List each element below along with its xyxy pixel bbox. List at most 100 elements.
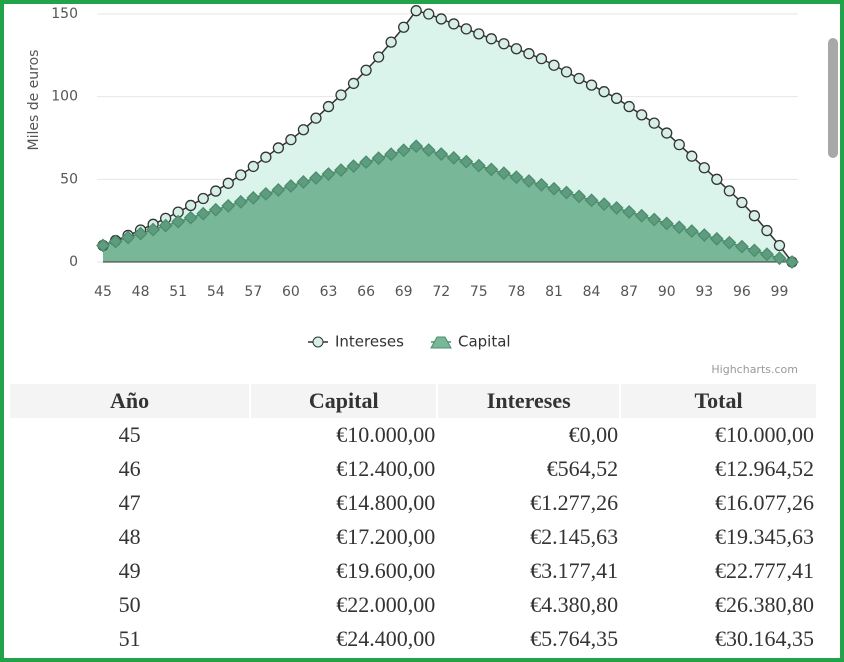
table-cell: €12.400,00 bbox=[336, 456, 436, 481]
marker bbox=[723, 185, 736, 197]
marker bbox=[258, 186, 273, 201]
marker bbox=[684, 224, 699, 239]
table-cell: €17.200,00 bbox=[336, 524, 436, 549]
marker bbox=[260, 151, 272, 163]
marker bbox=[761, 224, 773, 237]
marker bbox=[598, 86, 610, 98]
marker bbox=[522, 174, 536, 188]
marker bbox=[496, 166, 511, 181]
credits[interactable]: Highcharts.com bbox=[711, 363, 798, 376]
chart: Miles de euros Highcharts.com 0 50 100 150 4… bbox=[26, 5, 799, 376]
marker bbox=[146, 222, 161, 237]
marker bbox=[197, 192, 209, 205]
marker bbox=[372, 51, 385, 63]
legend-symbol bbox=[312, 336, 324, 348]
marker bbox=[548, 59, 560, 71]
marker bbox=[96, 238, 110, 253]
marker bbox=[108, 234, 123, 249]
marker bbox=[747, 243, 762, 258]
table-cell: 49 bbox=[118, 558, 141, 583]
scrollbar[interactable] bbox=[828, 38, 838, 158]
marker bbox=[711, 173, 723, 185]
marker bbox=[736, 196, 748, 209]
marker bbox=[509, 170, 524, 185]
marker bbox=[385, 36, 397, 48]
marker bbox=[285, 134, 297, 146]
table-cell: €4.380,80 bbox=[530, 592, 619, 617]
table-cell: €26.380,80 bbox=[715, 592, 814, 617]
table-cell: €19.345,63 bbox=[715, 524, 814, 549]
marker bbox=[235, 169, 247, 181]
x-tick-label: 45 bbox=[94, 284, 112, 300]
x-tick-label: 78 bbox=[507, 284, 525, 300]
marker bbox=[334, 163, 348, 177]
marker bbox=[283, 179, 298, 193]
marker bbox=[396, 143, 411, 158]
marker bbox=[409, 139, 424, 154]
marker bbox=[471, 158, 486, 173]
legend-label[interactable]: Capital bbox=[458, 333, 511, 351]
x-tick-label: 69 bbox=[395, 284, 413, 300]
marker bbox=[121, 230, 135, 245]
marker bbox=[760, 247, 774, 262]
column-header: Capital bbox=[249, 384, 438, 418]
marker bbox=[346, 159, 361, 174]
marker bbox=[398, 21, 410, 33]
column-header: Total bbox=[619, 384, 816, 418]
marker bbox=[421, 143, 436, 157]
marker bbox=[709, 231, 724, 246]
marker bbox=[208, 202, 223, 217]
table-cell: €12.964,52 bbox=[715, 456, 814, 481]
marker bbox=[310, 112, 322, 124]
marker bbox=[133, 226, 148, 241]
x-tick-label: 57 bbox=[244, 284, 262, 300]
marker bbox=[246, 190, 261, 205]
marker bbox=[185, 199, 197, 212]
plot bbox=[102, 9, 793, 263]
marker bbox=[171, 214, 186, 229]
x-tick-label: 54 bbox=[207, 284, 225, 300]
marker bbox=[448, 18, 460, 30]
table-cell: 48 bbox=[118, 524, 141, 549]
marker bbox=[321, 167, 336, 181]
markers bbox=[96, 5, 799, 269]
table-cell: €16.077,26 bbox=[715, 490, 814, 515]
x-tick-label: 75 bbox=[470, 284, 488, 300]
marker bbox=[233, 194, 248, 209]
table-row: 51 €24.400,00 €5.764,35 €30.164,35 bbox=[9, 622, 816, 656]
x-tick-label: 51 bbox=[169, 284, 187, 300]
column-header: Año bbox=[7, 384, 251, 418]
table-cell: €2.145,63 bbox=[530, 524, 619, 549]
marker bbox=[360, 64, 372, 76]
marker bbox=[435, 13, 447, 25]
marker bbox=[585, 79, 598, 91]
table-cell: 47 bbox=[118, 490, 141, 515]
marker bbox=[446, 150, 461, 165]
table-cell: 46 bbox=[118, 456, 141, 481]
marker bbox=[734, 239, 749, 254]
y-tick-label: 50 bbox=[60, 171, 78, 187]
marker bbox=[335, 89, 347, 101]
x-tick-label: 60 bbox=[282, 284, 300, 300]
marker bbox=[272, 142, 285, 154]
x-tick-label: 81 bbox=[545, 284, 563, 300]
marker bbox=[634, 208, 649, 223]
marker bbox=[698, 162, 710, 174]
legend-label[interactable]: Intereses bbox=[335, 333, 404, 351]
data-table: Año Capital Intereses Total 45 €10.000,00 €0,0… bbox=[7, 384, 816, 656]
x-tick-label: 99 bbox=[771, 284, 789, 300]
marker bbox=[410, 5, 422, 17]
marker bbox=[597, 197, 612, 212]
legend-symbol bbox=[430, 336, 452, 349]
marker bbox=[210, 185, 222, 197]
marker bbox=[622, 204, 637, 219]
marker bbox=[659, 216, 674, 231]
marker bbox=[686, 150, 698, 162]
y-axis-title: Miles de euros bbox=[26, 50, 42, 151]
table-row: 47 €14.800,00 €1.277,26 €16.077,26 bbox=[9, 486, 816, 520]
marker bbox=[271, 182, 286, 197]
marker bbox=[697, 228, 712, 242]
table-cell: 51 bbox=[118, 626, 141, 651]
y-tick-label: 0 bbox=[69, 254, 78, 270]
x-tick-label: 96 bbox=[733, 284, 751, 300]
